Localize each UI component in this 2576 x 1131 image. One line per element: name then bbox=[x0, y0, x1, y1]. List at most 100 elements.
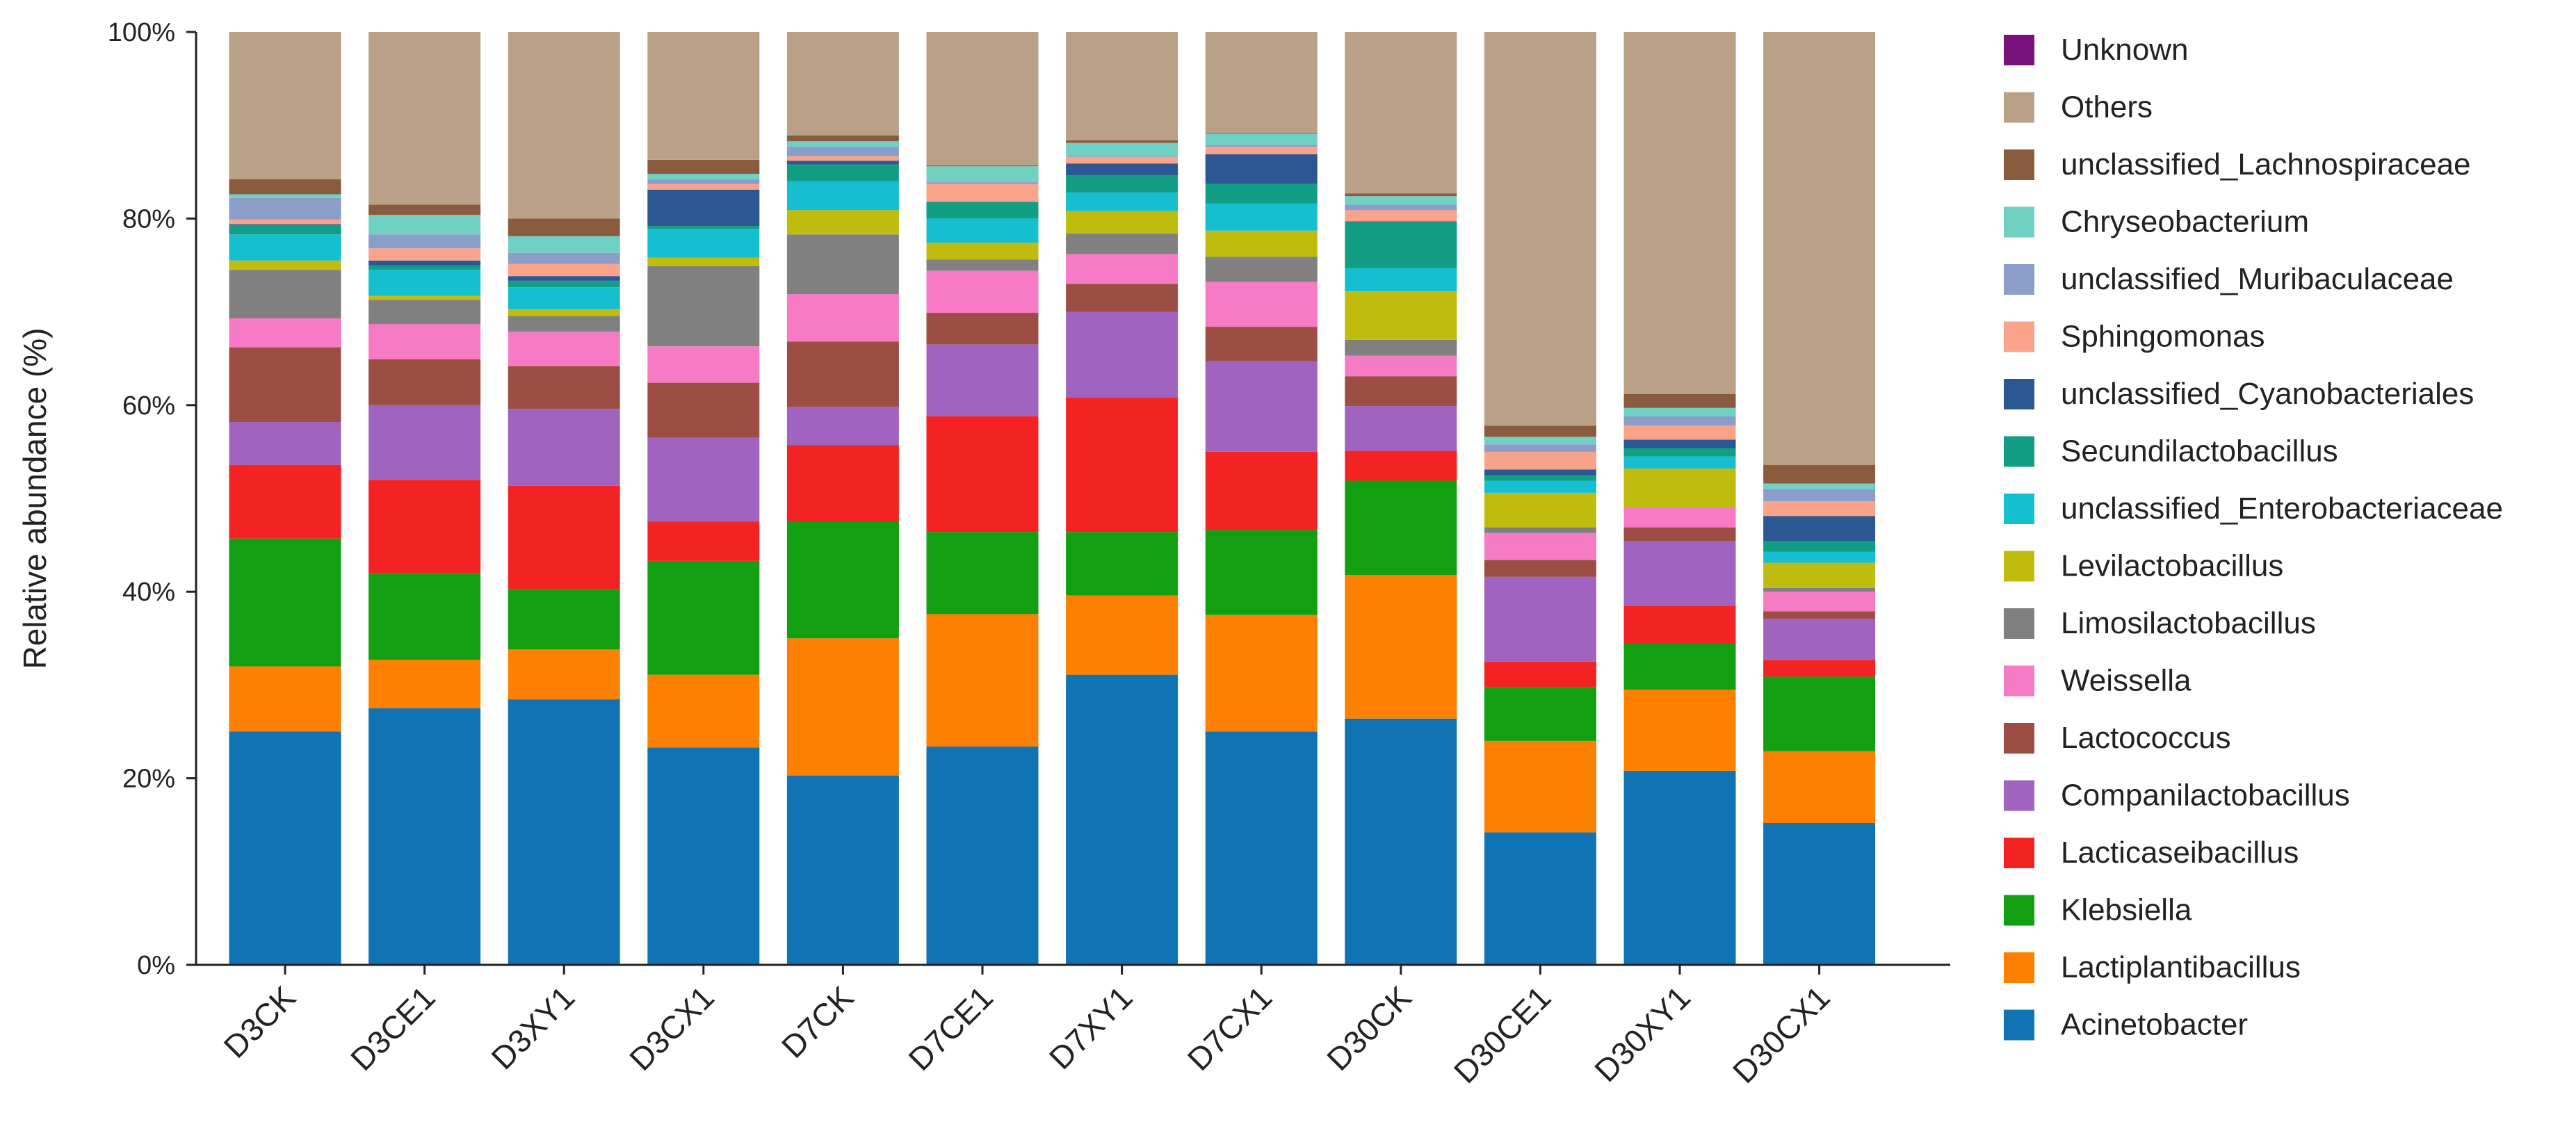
legend-label: Limosilactobacillus bbox=[2061, 606, 2316, 640]
bar-d7ce1-acinetobacter bbox=[926, 747, 1039, 965]
bar-d7cx1-levilactobacillus bbox=[1205, 230, 1318, 257]
bar-d3xy1-unclassified-enterobacteriaceae bbox=[508, 287, 620, 310]
bar-d7ce1-chryseobacterium bbox=[926, 166, 1039, 182]
bar-d3ck-unclassified-lachnospiraceae bbox=[229, 179, 341, 195]
x-tick-label-d30cx1: D30CX1 bbox=[1726, 979, 1837, 1090]
x-tick-label-d7ce1: D7CE1 bbox=[901, 979, 1000, 1077]
legend-swatch bbox=[2004, 379, 2034, 409]
x-tick-label-d30ck: D30CK bbox=[1320, 979, 1418, 1077]
bar-d7ce1-levilactobacillus bbox=[926, 243, 1039, 260]
bar-d30cx1-unclassified-enterobacteriaceae bbox=[1763, 551, 1876, 563]
bar-d7cx1-companilactobacillus bbox=[1205, 361, 1318, 452]
legend-item-unclassified-cyanobacteriales: unclassified_Cyanobacteriales bbox=[2004, 377, 2474, 411]
bar-d3ce1-unclassified-cyanobacteriales bbox=[368, 260, 481, 266]
bar-d7cx1-others bbox=[1205, 32, 1318, 133]
bar-d7ck-unclassified-lachnospiraceae bbox=[786, 136, 899, 142]
bar-d30xy1-lacticaseibacillus bbox=[1623, 605, 1736, 643]
bar-d30xy1-sphingomonas bbox=[1623, 425, 1736, 440]
bar-d30xy1-unclassified-cyanobacteriales bbox=[1623, 439, 1736, 448]
bar-d7xy1-others bbox=[1066, 32, 1178, 140]
bar-d30ce1-weissella bbox=[1484, 532, 1596, 560]
legend-swatch bbox=[2004, 149, 2034, 180]
legend-item-companilactobacillus: Companilactobacillus bbox=[2004, 779, 2350, 813]
bar-d3ce1-lacticaseibacillus bbox=[368, 480, 481, 573]
bar-d3xy1-companilactobacillus bbox=[508, 409, 620, 486]
bar-d3ce1-weissella bbox=[368, 324, 481, 359]
bar-d30cx1-chryseobacterium bbox=[1763, 483, 1876, 489]
legend-label: Weissella bbox=[2061, 664, 2192, 698]
bar-d30xy1-secundilactobacillus bbox=[1623, 448, 1736, 457]
bar-d7ck-limosilactobacillus bbox=[786, 234, 899, 295]
bar-d3cx1-unclassified-muribaculaceae bbox=[647, 179, 760, 184]
bar-d7ce1-others bbox=[926, 32, 1039, 165]
bar-d3xy1-lactiplantibacillus bbox=[508, 649, 620, 700]
legend-swatch bbox=[2004, 952, 2034, 983]
bar-d3cx1-lactiplantibacillus bbox=[647, 674, 760, 748]
bar-stack-d7ck bbox=[786, 32, 899, 965]
bar-d3ck-sphingomonas bbox=[229, 219, 341, 225]
bar-d3xy1-chryseobacterium bbox=[508, 236, 620, 253]
bar-d30ce1-secundilactobacillus bbox=[1484, 475, 1596, 481]
legend-label: Lacticaseibacillus bbox=[2061, 836, 2299, 870]
bar-stack-d30ck bbox=[1345, 32, 1457, 965]
legend-swatch bbox=[2004, 665, 2034, 697]
bar-d7ce1-lactiplantibacillus bbox=[926, 614, 1039, 747]
bar-d3cx1-klebsiella bbox=[647, 560, 760, 675]
legend-swatch bbox=[2004, 494, 2034, 524]
bar-d3ce1-lactococcus bbox=[368, 359, 481, 405]
legend-swatch bbox=[2004, 895, 2034, 926]
bar-d7ck-weissella bbox=[786, 294, 899, 342]
bar-d30cx1-acinetobacter bbox=[1763, 823, 1876, 965]
y-tick-label: 40% bbox=[122, 578, 175, 607]
bar-d30ck-chryseobacterium bbox=[1345, 196, 1457, 205]
legend-label: Lactiplantibacillus bbox=[2061, 950, 2301, 984]
legend-swatch bbox=[2004, 321, 2034, 352]
bar-d30cx1-klebsiella bbox=[1763, 676, 1876, 751]
bar-d7xy1-weissella bbox=[1066, 254, 1178, 284]
bar-d30ck-others bbox=[1345, 32, 1457, 194]
legend-item-secundilactobacillus: Secundilactobacillus bbox=[2004, 434, 2338, 469]
bar-d7ce1-unclassified-muribaculaceae bbox=[926, 182, 1039, 184]
bar-d7xy1-lactococcus bbox=[1066, 284, 1178, 312]
bar-d7xy1-lacticaseibacillus bbox=[1066, 398, 1178, 532]
bar-stack-d3cx1 bbox=[647, 32, 760, 965]
axes-layer bbox=[195, 32, 1950, 966]
bar-d3xy1-secundilactobacillus bbox=[508, 280, 620, 288]
bar-d3cx1-unclassified-enterobacteriaceae bbox=[647, 229, 760, 258]
bar-d3ck-unclassified-enterobacteriaceae bbox=[229, 234, 341, 261]
bar-d30cx1-others bbox=[1763, 32, 1876, 465]
legend-label: Klebsiella bbox=[2061, 893, 2192, 927]
bar-d3xy1-acinetobacter bbox=[508, 699, 620, 965]
bar-d3ce1-acinetobacter bbox=[368, 708, 481, 965]
bar-d30ck-lacticaseibacillus bbox=[1345, 450, 1457, 481]
x-tick-label-d7xy1: D7XY1 bbox=[1042, 979, 1140, 1076]
bar-d7cx1-unclassified-cyanobacteriales bbox=[1205, 154, 1318, 184]
legend-item-others: Others bbox=[2004, 90, 2153, 124]
bar-d3xy1-weissella bbox=[508, 332, 620, 366]
bar-d3ce1-unclassified-enterobacteriaceae bbox=[368, 270, 481, 296]
y-axis-label: Relative abundance (%) bbox=[17, 328, 53, 669]
bar-stack-d3ce1 bbox=[368, 32, 481, 965]
bar-stack-d7xy1 bbox=[1066, 32, 1178, 965]
bar-d3cx1-secundilactobacillus bbox=[647, 226, 760, 229]
bar-d7cx1-acinetobacter bbox=[1205, 731, 1318, 965]
bar-d3cx1-chryseobacterium bbox=[647, 174, 760, 180]
bar-stack-d3xy1 bbox=[508, 32, 620, 965]
bar-d30xy1-acinetobacter bbox=[1623, 770, 1736, 965]
bar-d30ck-companilactobacillus bbox=[1345, 406, 1457, 451]
bars-layer bbox=[229, 32, 1876, 965]
legend-label: Lactococcus bbox=[2061, 721, 2231, 755]
bar-d30ce1-others bbox=[1484, 32, 1596, 426]
bar-d30ce1-klebsiella bbox=[1484, 687, 1596, 741]
bar-d3ck-secundilactobacillus bbox=[229, 225, 341, 235]
bar-d3ck-lactiplantibacillus bbox=[229, 666, 341, 732]
bar-d3ck-unclassified-muribaculaceae bbox=[229, 197, 341, 220]
bar-d30xy1-lactococcus bbox=[1623, 527, 1736, 542]
bar-stack-d7ce1 bbox=[926, 32, 1039, 965]
bar-d3ck-levilactobacillus bbox=[229, 260, 341, 270]
bar-d7cx1-unclassified-enterobacteriaceae bbox=[1205, 203, 1318, 231]
bar-d7xy1-klebsiella bbox=[1066, 532, 1178, 596]
bar-d3ce1-secundilactobacillus bbox=[368, 265, 481, 270]
bar-d3cx1-levilactobacillus bbox=[647, 257, 760, 266]
